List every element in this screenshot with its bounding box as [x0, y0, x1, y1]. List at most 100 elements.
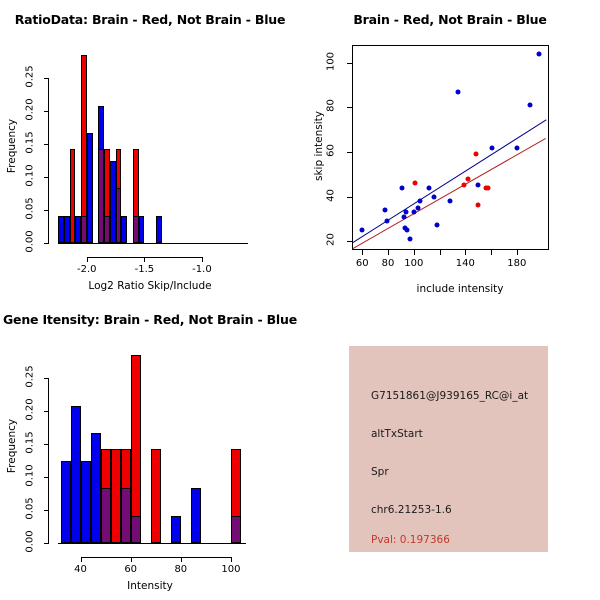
scatter-point	[411, 209, 417, 215]
panel-scatter: Brain - Red, Not Brain - Blue skip inten…	[300, 0, 600, 300]
x-tick-label: 100	[221, 564, 241, 575]
y-tick-label: 0.15	[24, 431, 36, 454]
y-tick-label: 0.10	[24, 164, 36, 187]
scatter-point	[402, 225, 408, 231]
y-axis-line	[48, 378, 49, 543]
x-axis-line	[80, 557, 231, 558]
y-tick	[44, 510, 49, 512]
scatter-xlabel: include intensity	[416, 283, 504, 295]
x-tick	[388, 250, 390, 255]
y-tick	[44, 210, 49, 212]
info-event-type: altTxStart	[371, 428, 423, 440]
y-tick	[44, 177, 49, 179]
histogram-bar	[70, 405, 81, 543]
scatter-point	[536, 51, 542, 57]
x-tick	[413, 250, 415, 255]
histogram-bar	[60, 460, 71, 543]
y-axis-line	[48, 78, 49, 243]
y-tick	[347, 241, 352, 243]
x-tick	[516, 250, 518, 255]
y-tick	[44, 243, 49, 244]
y-tick-label: 40	[325, 188, 337, 202]
y-tick	[44, 378, 49, 380]
x-tick-label: 100	[404, 258, 424, 269]
histogram-bar	[109, 160, 116, 243]
scatter-point	[426, 185, 432, 191]
y-tick-label: 0.25	[24, 65, 36, 88]
scatter-point	[384, 218, 390, 224]
x-tick	[180, 557, 182, 562]
x-tick-label: 80	[381, 258, 395, 269]
histogram-bar-overlap	[132, 215, 139, 243]
scatter-point	[359, 227, 365, 233]
x-tick	[362, 250, 364, 255]
scatter-point	[475, 182, 481, 188]
histogram-bar-overlap	[115, 188, 122, 243]
y-tick	[347, 107, 352, 109]
x-tick-label: 180	[507, 258, 527, 269]
panel-ratio-histogram: RatioData: Brain - Red, Not Brain - Blue…	[0, 0, 300, 300]
scatter-point	[382, 207, 388, 213]
y-tick	[44, 411, 49, 413]
histogram-bar	[58, 215, 64, 243]
y-tick	[347, 151, 352, 153]
x-tick	[80, 557, 82, 562]
regression-line	[352, 137, 547, 250]
histogram-bar	[63, 215, 70, 243]
scatter-point	[403, 209, 409, 215]
x-tick	[230, 557, 232, 562]
x-tick-label: -1.5	[134, 264, 155, 275]
y-tick-label: 0.20	[24, 398, 36, 421]
scatter-title: Brain - Red, Not Brain - Blue	[353, 12, 547, 27]
scatter-point	[401, 214, 406, 220]
x-axis-line	[86, 257, 202, 258]
y-tick-label: 20	[325, 233, 337, 246]
panel-gene-histogram: Gene Itensity: Brain - Red, Not Brain - …	[0, 300, 300, 600]
y-tick	[44, 543, 49, 544]
histogram-bar	[80, 460, 91, 543]
scatter-point	[527, 102, 533, 108]
info-probe-id: G7151861@J939165_RC@i_at	[371, 390, 529, 402]
x-tick	[130, 557, 132, 562]
y-tick-label: 0.00	[24, 530, 36, 553]
histogram-bar	[170, 515, 181, 543]
scatter-plot-area: 20 40 60 80 100 60 80 100 140 180	[300, 0, 600, 300]
x-tick-label: 80	[174, 564, 188, 575]
x-axis-baseline	[58, 543, 246, 544]
y-tick-label: 80	[325, 99, 337, 113]
x-tick	[439, 250, 441, 255]
scatter-point	[485, 185, 491, 191]
x-tick-label: 40	[74, 564, 87, 575]
histogram-bar	[155, 215, 162, 243]
y-tick-label: 0.25	[24, 365, 36, 388]
x-tick-label: 60	[124, 564, 138, 575]
scatter-point	[461, 182, 467, 188]
scatter-point	[447, 198, 453, 204]
scatter-point	[407, 236, 413, 242]
histogram-bar-overlap	[120, 488, 131, 543]
histogram-bar	[75, 215, 82, 243]
histogram-bar-overlap	[130, 515, 141, 543]
histogram-bar	[110, 448, 121, 543]
fit-line-layer	[352, 45, 549, 250]
y-tick-label: 0.15	[24, 131, 36, 154]
gene-hist-title: Gene Itensity: Brain - Red, Not Brain - …	[3, 312, 297, 327]
x-tick	[201, 257, 203, 262]
scatter-point	[465, 176, 471, 182]
scatter-point	[434, 222, 440, 228]
scatter-point	[455, 89, 461, 95]
ratio-hist-title: RatioData: Brain - Red, Not Brain - Blue	[14, 12, 286, 27]
histogram-bar-overlap	[230, 515, 241, 543]
x-tick	[144, 257, 146, 262]
scatter-point	[431, 194, 437, 200]
histogram-bar-overlap	[100, 488, 111, 543]
ratio-hist-xlabel: Log2 Ratio Skip/Include	[88, 280, 212, 292]
y-tick	[347, 196, 352, 198]
y-tick-label: 100	[325, 51, 337, 71]
scatter-point	[415, 205, 421, 211]
histogram-bar	[150, 448, 161, 543]
histogram-bar	[90, 433, 101, 543]
y-tick	[44, 111, 49, 113]
y-tick-label: 0.10	[24, 464, 36, 487]
